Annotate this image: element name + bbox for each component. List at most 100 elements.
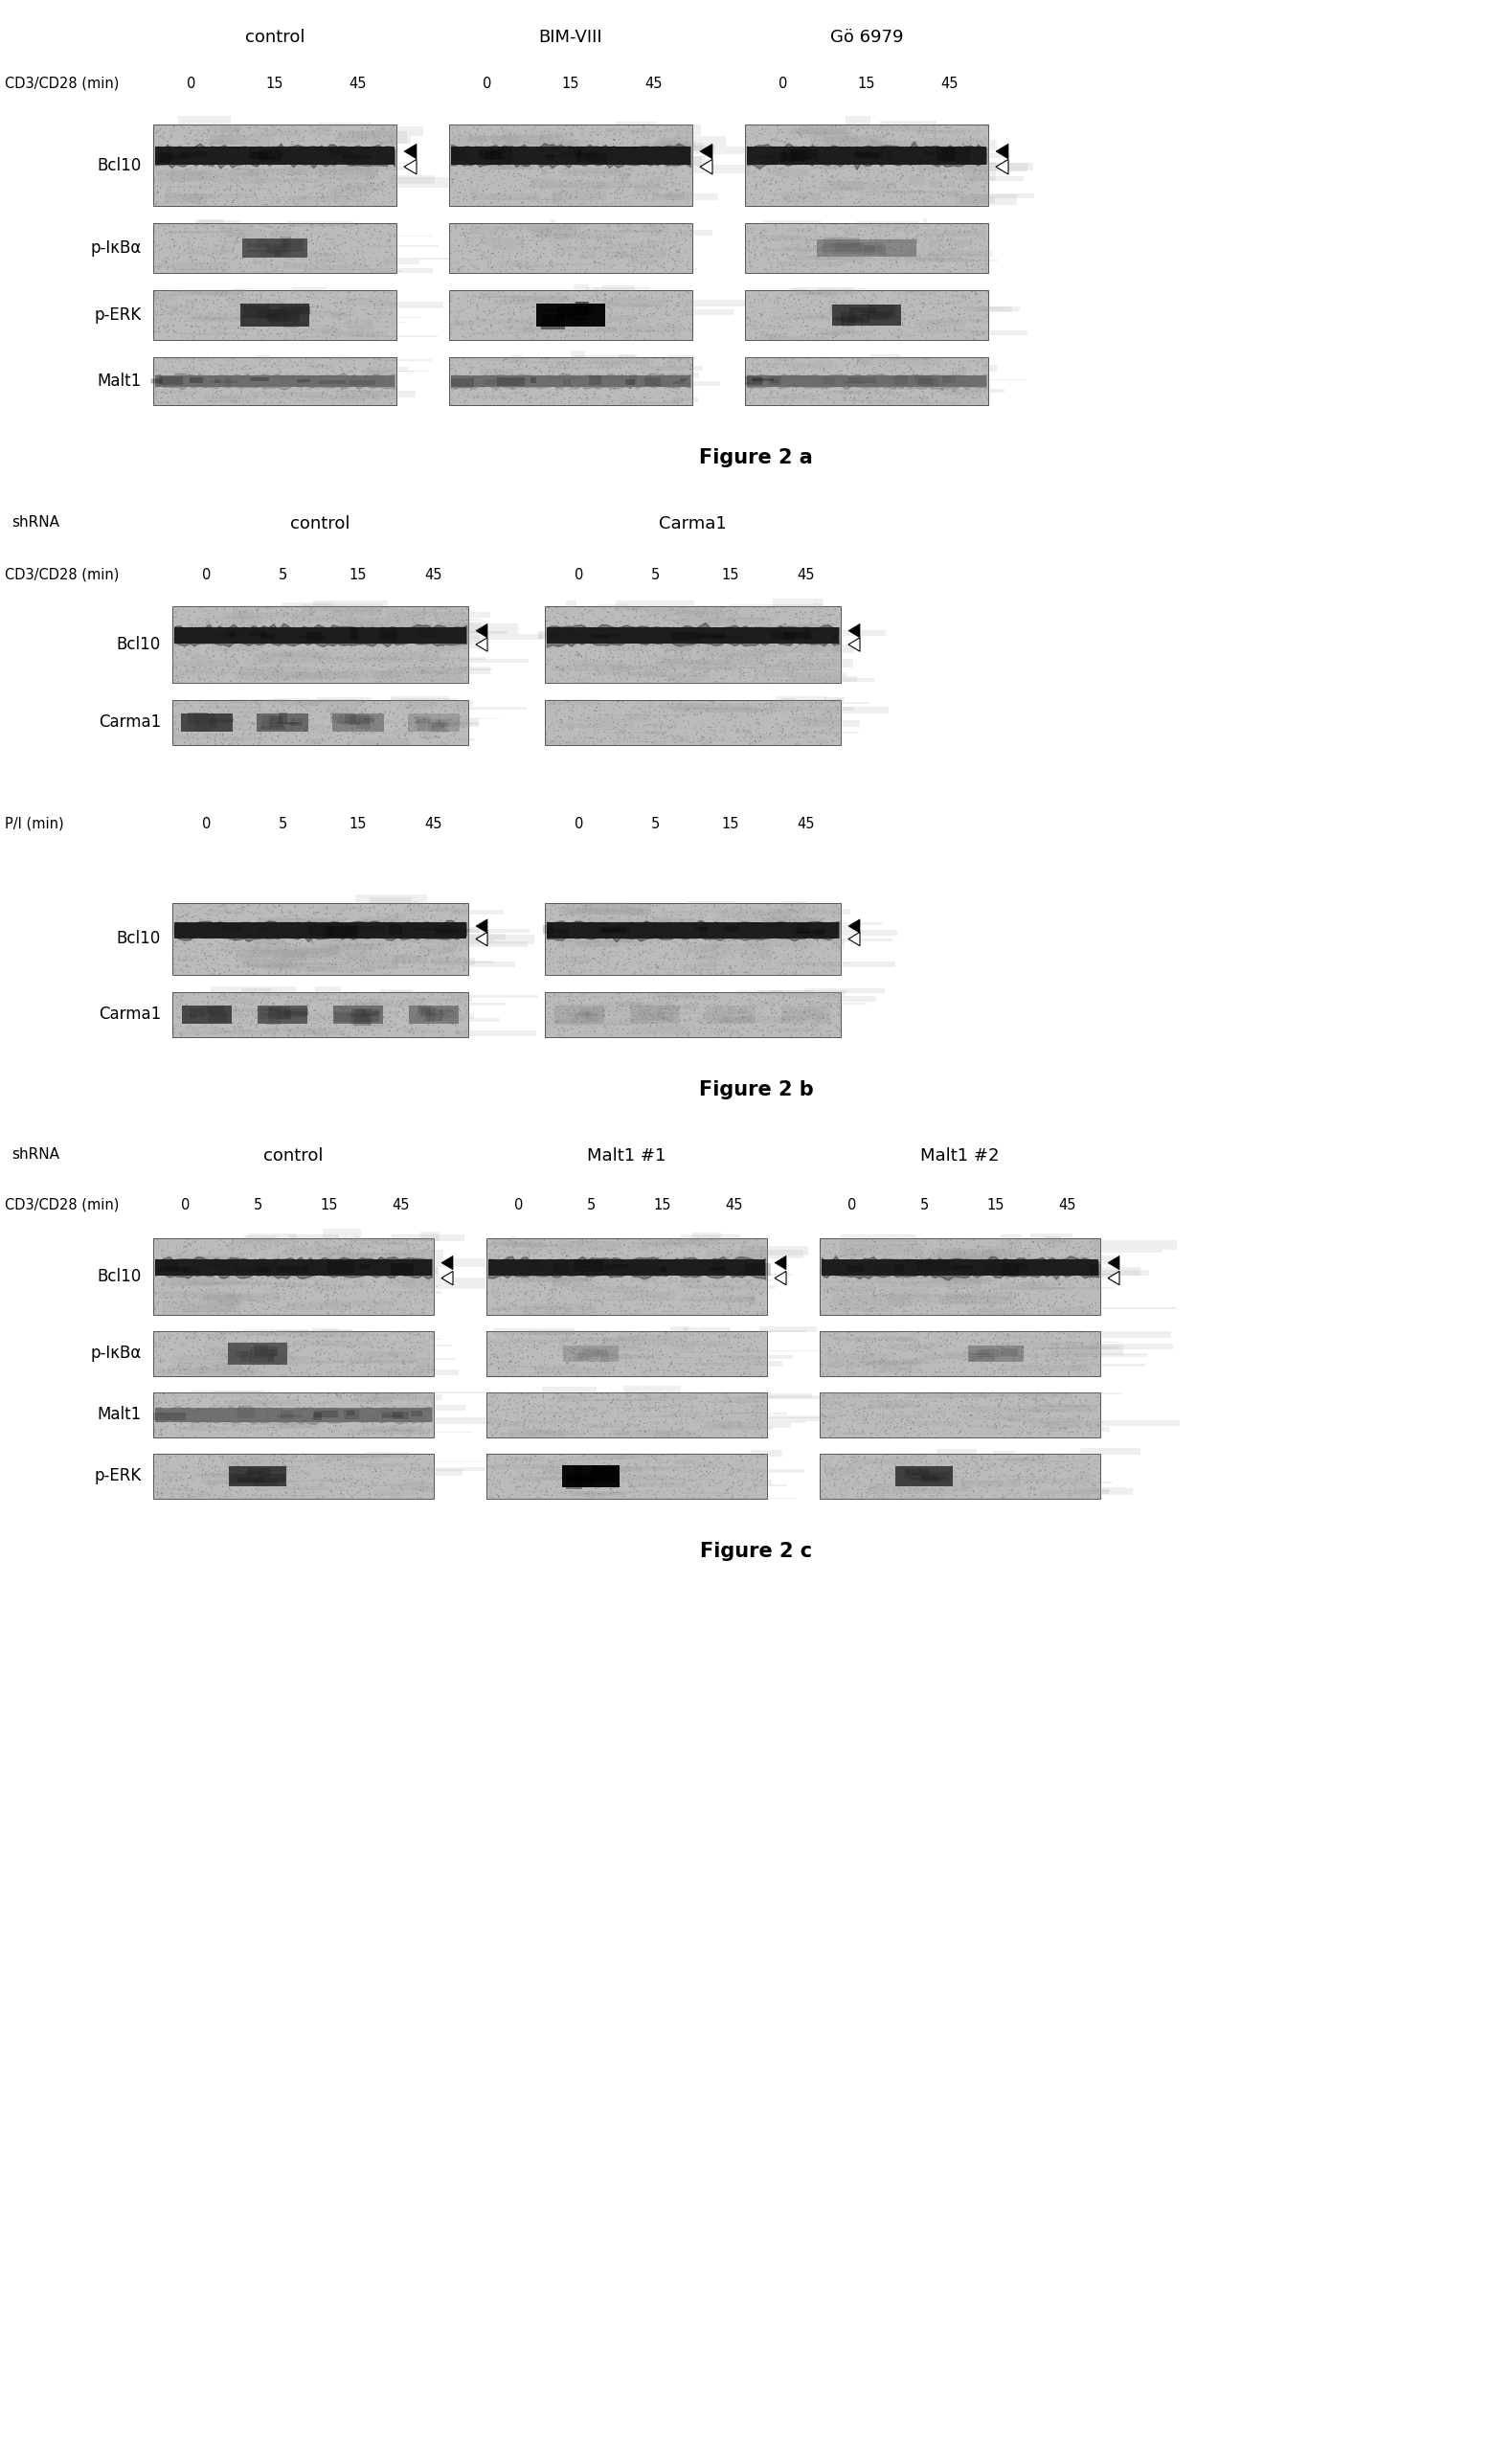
Point	[931, 217, 956, 257]
Point	[804, 237, 829, 276]
Point	[366, 640, 390, 679]
Point	[794, 928, 818, 967]
Point	[779, 298, 803, 337]
Point	[794, 943, 818, 982]
Point	[584, 894, 608, 933]
Point	[328, 1341, 352, 1380]
Text: 5: 5	[278, 567, 287, 581]
Point	[871, 1349, 895, 1388]
Point	[754, 132, 779, 171]
Point	[845, 1278, 869, 1317]
Point	[302, 352, 327, 391]
Point	[745, 921, 770, 960]
Point	[366, 1471, 390, 1510]
Point	[511, 1329, 535, 1368]
Point	[807, 923, 832, 963]
Point	[544, 217, 569, 257]
Point	[386, 916, 410, 955]
Point	[620, 985, 644, 1024]
Point	[826, 276, 850, 315]
Point	[954, 134, 978, 173]
Point	[254, 1256, 278, 1295]
Point	[296, 948, 321, 987]
Point	[559, 1454, 584, 1493]
Point	[442, 225, 466, 264]
Point	[913, 134, 937, 173]
Point	[225, 137, 249, 176]
Point	[768, 171, 792, 210]
Point	[327, 723, 351, 762]
Point	[609, 1417, 634, 1456]
Point	[203, 359, 227, 398]
Point	[679, 296, 703, 335]
Point	[962, 183, 986, 222]
Point	[547, 1463, 572, 1502]
Point	[175, 635, 200, 674]
Bar	[367, 1410, 398, 1417]
Point	[835, 1270, 859, 1309]
Point	[508, 134, 532, 173]
Bar	[358, 738, 410, 745]
Point	[230, 374, 254, 413]
Point	[947, 1256, 971, 1295]
Bar	[839, 300, 877, 308]
Point	[871, 1395, 895, 1434]
Point	[933, 147, 957, 186]
Point	[653, 992, 677, 1031]
Point	[497, 1324, 522, 1363]
Bar	[510, 1248, 537, 1256]
Point	[883, 271, 907, 310]
Point	[700, 1397, 724, 1436]
Point	[402, 904, 426, 943]
Point	[221, 1407, 245, 1446]
Point	[667, 310, 691, 349]
Point	[801, 144, 826, 183]
Point	[547, 889, 572, 928]
Point	[283, 173, 307, 213]
Point	[314, 149, 339, 188]
Point	[340, 161, 364, 200]
Point	[758, 183, 782, 222]
Point	[482, 220, 507, 259]
Point	[829, 210, 853, 249]
Bar	[783, 633, 810, 640]
Bar	[809, 166, 866, 169]
Point	[786, 298, 810, 337]
Point	[184, 296, 209, 335]
Point	[980, 1380, 1004, 1419]
Point	[153, 144, 177, 183]
Point	[1037, 1414, 1061, 1454]
Point	[290, 1390, 314, 1429]
Point	[739, 173, 764, 213]
Point	[733, 1349, 758, 1388]
Point	[316, 1224, 340, 1263]
Point	[529, 1385, 553, 1424]
Point	[361, 1454, 386, 1493]
Point	[603, 127, 627, 166]
Point	[224, 1402, 248, 1441]
Point	[789, 941, 813, 980]
Point	[913, 1327, 937, 1366]
Point	[862, 117, 886, 156]
Point	[659, 354, 683, 393]
Point	[779, 220, 803, 259]
Point	[292, 1258, 316, 1297]
Point	[221, 638, 245, 677]
Point	[284, 1009, 308, 1048]
Point	[454, 701, 478, 740]
Point	[186, 110, 210, 149]
Point	[148, 1339, 172, 1378]
Point	[256, 589, 280, 628]
Point	[820, 650, 844, 689]
Bar	[278, 711, 287, 723]
Point	[656, 1378, 680, 1417]
Point	[594, 1009, 618, 1048]
Point	[254, 132, 278, 171]
Point	[484, 147, 508, 186]
Bar	[349, 1014, 370, 1024]
Point	[600, 1351, 624, 1390]
Point	[558, 132, 582, 171]
Point	[479, 357, 503, 396]
Point	[142, 313, 166, 352]
Point	[871, 1351, 895, 1390]
